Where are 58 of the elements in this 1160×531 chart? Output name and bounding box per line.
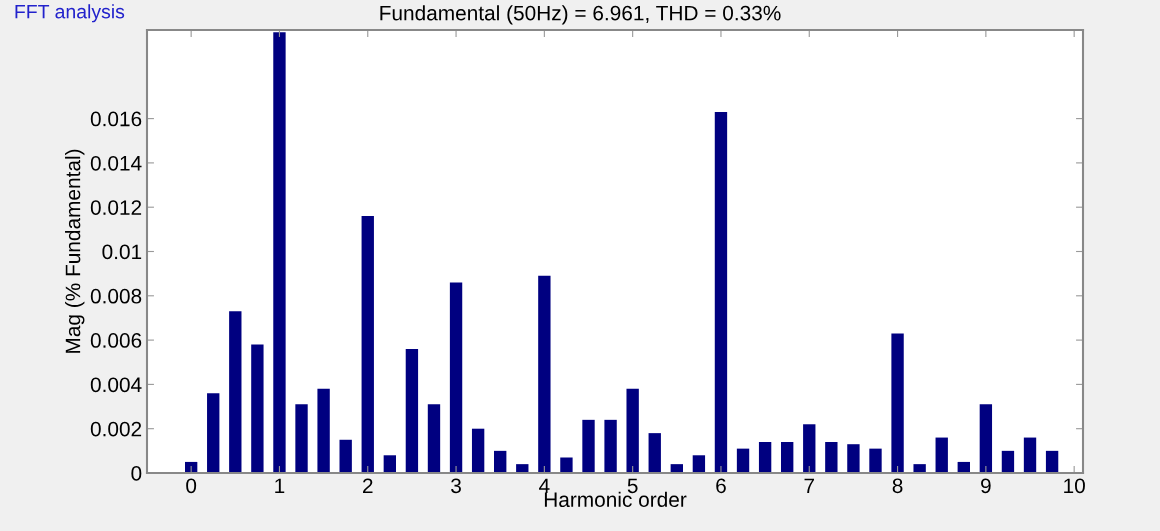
bar (692, 455, 706, 473)
bar (891, 333, 904, 473)
bar (405, 348, 419, 473)
bar (494, 450, 507, 473)
bar (229, 311, 242, 473)
y-tick-label: 0.012 (90, 200, 142, 215)
bar (207, 393, 220, 473)
bar (582, 419, 595, 473)
bar (736, 448, 750, 473)
bar (803, 424, 816, 473)
bar (471, 428, 485, 473)
bar (1001, 450, 1015, 473)
x-tick-label: 2 (363, 478, 373, 493)
bar (317, 388, 330, 473)
bar (604, 419, 617, 473)
y-tick-label: 0.01 (102, 244, 142, 260)
x-tick-label: 6 (716, 478, 726, 494)
x-tick-label: 1 (275, 478, 285, 493)
chart-title: Fundamental (50Hz) = 6.961, THD = 0.33% (380, 5, 781, 25)
x-tick-label: 0 (186, 478, 197, 494)
bar (295, 404, 308, 473)
bar (979, 404, 993, 473)
bar (913, 464, 926, 473)
bar (361, 216, 374, 473)
bar (847, 444, 860, 473)
bar (339, 439, 352, 473)
bar (1045, 450, 1059, 473)
x-tick-label: 10 (1064, 478, 1085, 494)
bar (251, 344, 264, 473)
text: FFT analysis (15, 4, 125, 23)
y-tick-label: 0 (131, 466, 142, 481)
bar (648, 433, 661, 473)
bar (935, 437, 948, 473)
y-tick-label: 0.016 (90, 111, 142, 127)
bar (1023, 437, 1037, 473)
y-axis-title: Mag (% Fundamental) (65, 149, 85, 353)
x-tick-label: 7 (804, 478, 815, 493)
y-tick-label: 0.002 (90, 421, 142, 437)
bar (781, 441, 794, 473)
x-tick-label: 3 (451, 478, 461, 494)
bar (758, 441, 772, 473)
x-tick-label: 8 (892, 478, 903, 494)
bar (383, 455, 397, 473)
bar (825, 441, 838, 473)
bar (427, 404, 441, 473)
bar (560, 457, 573, 473)
y-tick-label: 0.008 (90, 288, 142, 304)
y-tick-label: 0.014 (90, 155, 142, 171)
x-tick-label: 4 (539, 478, 550, 493)
bar (538, 275, 551, 473)
y-tick-label: 0.004 (90, 377, 142, 393)
bar (449, 282, 463, 473)
x-tick-label: 9 (981, 478, 991, 494)
bar (714, 111, 728, 473)
bar (626, 388, 639, 473)
bar (273, 32, 286, 473)
bar (869, 448, 882, 473)
y-tick-label: 0.006 (90, 333, 142, 348)
